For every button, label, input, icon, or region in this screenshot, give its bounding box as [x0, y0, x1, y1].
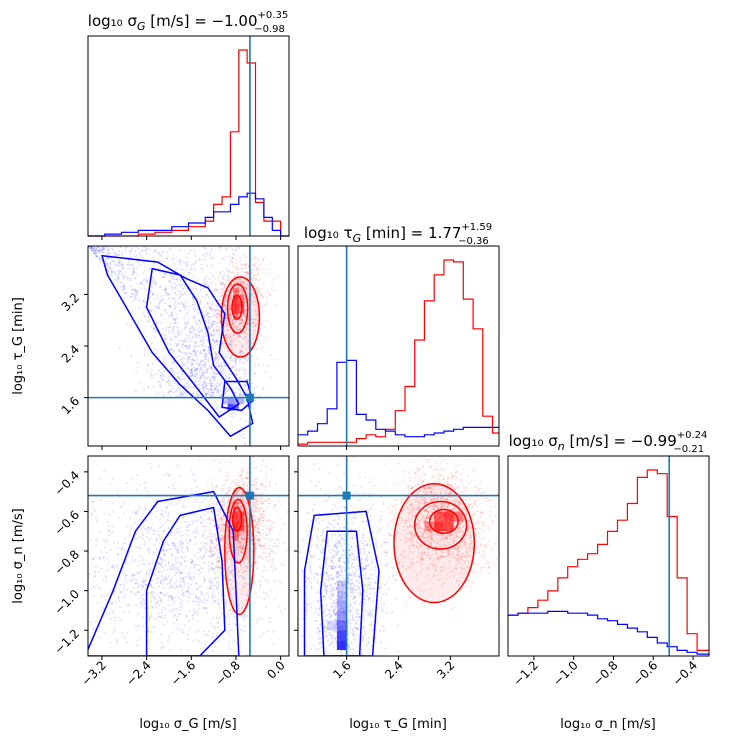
x-tick-label: 2.4 [382, 658, 405, 681]
y-tick-label: 3.2 [59, 291, 82, 314]
y-tick-label: 1.6 [59, 394, 82, 417]
contour-red [393, 482, 476, 604]
y-tick-label: 2.4 [59, 342, 82, 365]
contour-red [231, 294, 243, 320]
x-tick-label: −3.2 [79, 658, 110, 689]
panel-sigg-sign-content [88, 456, 289, 656]
hist-sigG-blue [88, 192, 289, 237]
title-tau-g: log₁₀ τG [min] = 1.77+1.59 −0.36 [304, 222, 492, 247]
contour-red [220, 276, 261, 358]
hist-tauG-red [298, 259, 499, 445]
y-tick-label: −0.6 [52, 508, 83, 539]
x-tick-label: −1.2 [510, 658, 541, 689]
axes-frame-0-2 [87, 455, 290, 657]
contour-blue [221, 380, 254, 412]
contour-red [428, 508, 459, 534]
contour-red [226, 283, 249, 334]
axes-frame-1-1 [297, 245, 500, 447]
y-tick-label: −0.4 [52, 468, 83, 499]
x-tick-label: 3.2 [434, 658, 457, 681]
panel-sigg-taug-content [88, 246, 289, 446]
contour-blue [145, 267, 240, 418]
truth-marker [342, 491, 351, 500]
panel-taug-sign-content [298, 456, 499, 656]
y-tick-label: −1.2 [52, 626, 83, 657]
contour-blue [303, 510, 380, 656]
xlabel-tau-g: log₁₀ τ_G [min] [349, 717, 447, 732]
ylabel-tau-g: log₁₀ τ_G [min] [11, 297, 26, 395]
x-tick-label: −2.4 [123, 658, 154, 689]
y-tick-label: −0.8 [52, 547, 83, 578]
title-sigma-n: log₁₀ σn [m/s] = −0.99+0.24 −0.21 [509, 430, 708, 455]
axes-frame-2-2 [507, 455, 710, 657]
contour-red [413, 500, 468, 550]
contour-blue [145, 506, 226, 656]
hist-sign-blue [508, 610, 709, 655]
truth-marker [245, 393, 254, 402]
contour-red [228, 498, 248, 564]
contour-blue [88, 490, 240, 656]
x-tick-label: −0.6 [630, 658, 661, 689]
x-tick-label: −0.4 [670, 658, 701, 689]
hist-sign-red [508, 469, 709, 651]
ylabel-sigma-n: log₁₀ σ_n [m/s] [11, 508, 26, 603]
xlabel-sigma-g: log₁₀ σ_G [m/s] [139, 717, 236, 732]
contour-red [224, 486, 255, 616]
x-tick-label: 1.6 [330, 658, 353, 681]
y-tick-label: −1.0 [52, 587, 83, 618]
contour-red [231, 506, 243, 532]
hist-sigG-red [88, 49, 289, 237]
x-tick-label: −0.8 [590, 658, 621, 689]
title-sigma-g: log₁₀ σG [m/s] = −1.00+0.35 −0.98 [88, 10, 288, 35]
x-tick-label: −0.8 [213, 658, 244, 689]
hist-tauG-blue [298, 359, 499, 438]
axes-frame-0-0 [87, 35, 290, 237]
x-tick-label: 0.0 [264, 658, 287, 681]
x-tick-label: −1.6 [168, 658, 199, 689]
xlabel-sigma-n: log₁₀ σ_n [m/s] [560, 717, 655, 732]
contour-blue [319, 530, 364, 656]
truth-marker [245, 491, 254, 500]
x-tick-label: −1.0 [550, 658, 581, 689]
